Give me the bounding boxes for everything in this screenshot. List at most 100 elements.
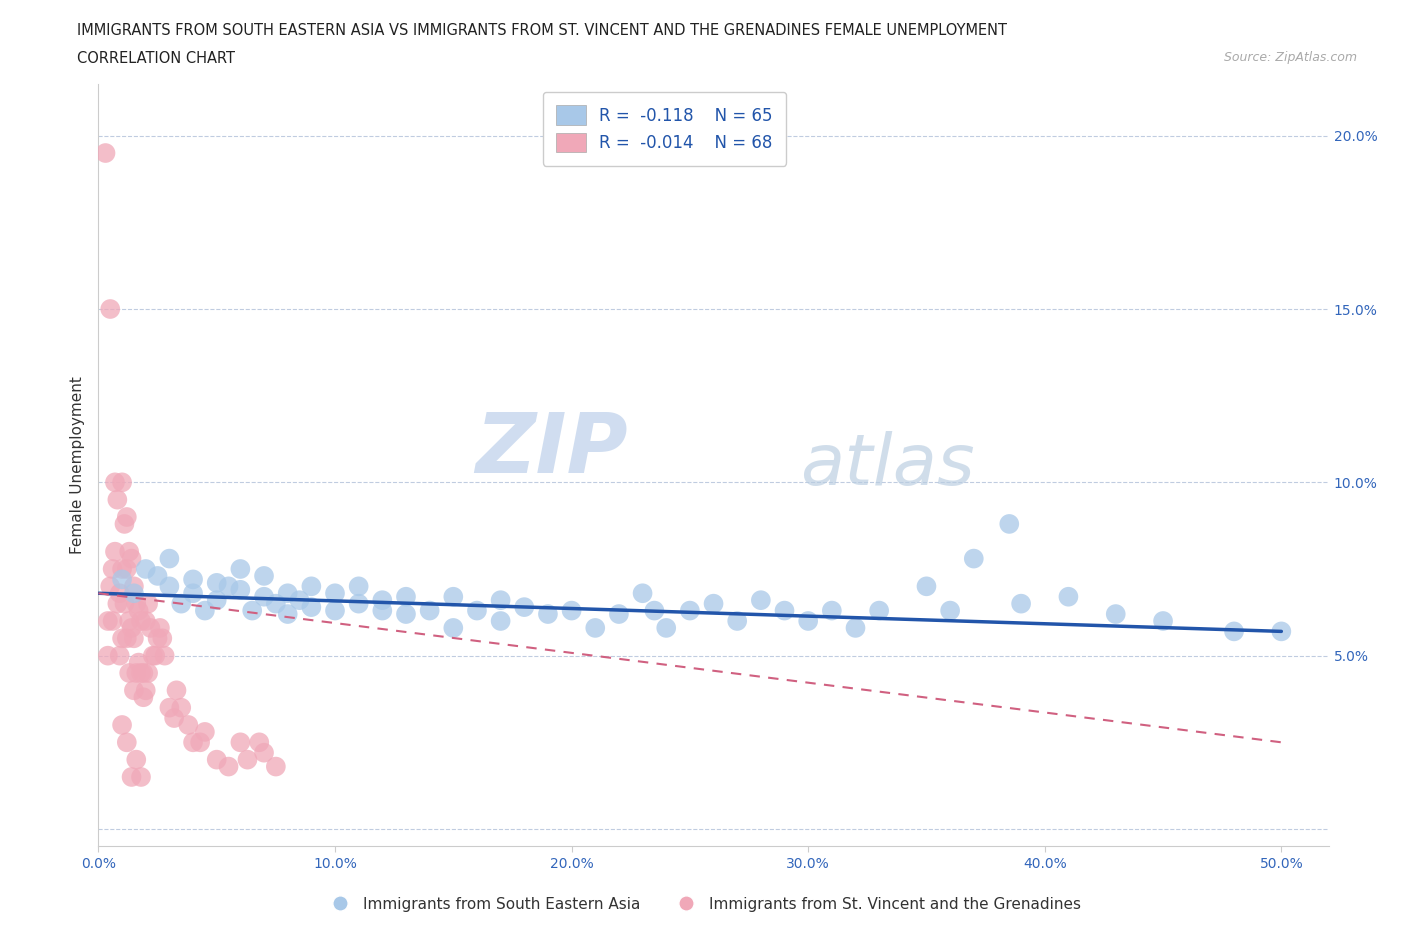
Point bbox=[218, 578, 240, 593]
Point bbox=[643, 604, 665, 618]
Point bbox=[1010, 596, 1032, 611]
Point bbox=[205, 752, 228, 767]
Point bbox=[998, 516, 1021, 531]
Point bbox=[105, 596, 128, 611]
Point bbox=[725, 614, 748, 629]
Point bbox=[111, 718, 134, 733]
Point bbox=[157, 700, 180, 715]
Point bbox=[129, 769, 152, 784]
Point bbox=[97, 648, 120, 663]
Point bbox=[371, 592, 394, 607]
Point bbox=[631, 586, 654, 601]
Point bbox=[166, 683, 188, 698]
Point bbox=[115, 735, 138, 750]
Point bbox=[1057, 590, 1080, 604]
Point bbox=[101, 614, 124, 629]
Point bbox=[277, 606, 299, 621]
Point bbox=[371, 604, 394, 618]
Point bbox=[128, 655, 150, 670]
Point bbox=[465, 604, 488, 618]
Point bbox=[129, 666, 152, 681]
Point bbox=[253, 568, 276, 583]
Point bbox=[236, 752, 259, 767]
Point bbox=[105, 492, 128, 507]
Point bbox=[1270, 624, 1292, 639]
Point bbox=[94, 146, 117, 161]
Point bbox=[122, 586, 145, 601]
Point bbox=[132, 690, 155, 705]
Point bbox=[181, 586, 204, 601]
Point bbox=[299, 600, 322, 615]
Point bbox=[115, 631, 138, 645]
Point bbox=[194, 724, 217, 739]
Point bbox=[229, 562, 252, 577]
Point bbox=[135, 562, 157, 577]
Point bbox=[177, 718, 200, 733]
Point bbox=[299, 578, 322, 593]
Point bbox=[135, 683, 157, 698]
Point bbox=[111, 631, 134, 645]
Point bbox=[240, 604, 263, 618]
Point bbox=[132, 666, 155, 681]
Point bbox=[963, 551, 986, 566]
Point bbox=[150, 631, 173, 645]
Point bbox=[170, 596, 193, 611]
Point bbox=[111, 562, 134, 577]
Point bbox=[821, 604, 844, 618]
Point bbox=[125, 752, 148, 767]
Point bbox=[489, 592, 512, 607]
Point bbox=[205, 592, 228, 607]
Point bbox=[97, 614, 120, 629]
Point bbox=[104, 544, 127, 559]
Legend: R =  -0.118    N = 65, R =  -0.014    N = 68: R = -0.118 N = 65, R = -0.014 N = 68 bbox=[543, 92, 786, 166]
Point bbox=[101, 562, 124, 577]
Point bbox=[915, 578, 938, 593]
Point bbox=[122, 578, 145, 593]
Point bbox=[583, 620, 606, 635]
Point bbox=[157, 578, 180, 593]
Point bbox=[679, 604, 702, 618]
Text: IMMIGRANTS FROM SOUTH EASTERN ASIA VS IMMIGRANTS FROM ST. VINCENT AND THE GRENAD: IMMIGRANTS FROM SOUTH EASTERN ASIA VS IM… bbox=[77, 23, 1007, 38]
Point bbox=[153, 648, 176, 663]
Point bbox=[537, 606, 560, 621]
Point bbox=[136, 666, 159, 681]
Point bbox=[146, 568, 169, 583]
Point bbox=[264, 596, 287, 611]
Point bbox=[114, 596, 136, 611]
Point bbox=[264, 759, 287, 774]
Point bbox=[395, 606, 418, 621]
Point bbox=[146, 631, 169, 645]
Point bbox=[111, 475, 134, 490]
Point bbox=[125, 666, 148, 681]
Point bbox=[607, 606, 630, 621]
Point bbox=[749, 592, 772, 607]
Point bbox=[98, 301, 121, 316]
Point bbox=[128, 604, 150, 618]
Y-axis label: Female Unemployment: Female Unemployment bbox=[70, 376, 86, 554]
Point bbox=[419, 604, 441, 618]
Point bbox=[797, 614, 820, 629]
Point bbox=[129, 614, 152, 629]
Point bbox=[773, 604, 796, 618]
Point bbox=[218, 759, 240, 774]
Point bbox=[229, 735, 252, 750]
Point bbox=[121, 551, 143, 566]
Text: ZIP: ZIP bbox=[475, 409, 627, 490]
Point bbox=[288, 592, 311, 607]
Point bbox=[513, 600, 536, 615]
Text: atlas: atlas bbox=[800, 431, 974, 499]
Point bbox=[441, 620, 464, 635]
Point bbox=[253, 590, 276, 604]
Legend: Immigrants from South Eastern Asia, Immigrants from St. Vincent and the Grenadin: Immigrants from South Eastern Asia, Immi… bbox=[319, 891, 1087, 918]
Point bbox=[122, 631, 145, 645]
Point bbox=[108, 648, 131, 663]
Point bbox=[194, 604, 217, 618]
Point bbox=[118, 544, 141, 559]
Point bbox=[121, 620, 143, 635]
Point bbox=[142, 648, 165, 663]
Point bbox=[170, 700, 193, 715]
Point bbox=[143, 648, 166, 663]
Point bbox=[247, 735, 270, 750]
Point bbox=[157, 551, 180, 566]
Point bbox=[229, 582, 252, 597]
